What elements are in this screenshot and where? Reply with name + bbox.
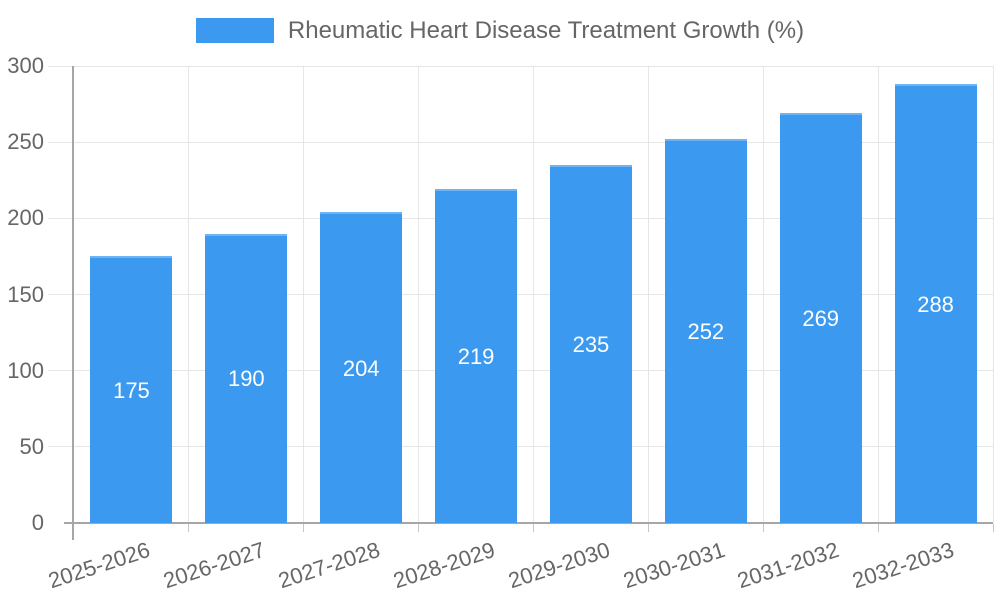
gridline-vertical: [303, 66, 305, 523]
bar[interactable]: 252: [664, 139, 747, 523]
y-tick-label: 50: [19, 433, 44, 459]
x-axis-tick: [533, 524, 534, 532]
legend-swatch: [195, 18, 274, 43]
bar-value-label: 288: [917, 291, 954, 317]
bar-value-label: 190: [227, 366, 265, 392]
x-tick-label: 2028-2029: [389, 537, 498, 594]
bar[interactable]: 219: [435, 189, 518, 523]
y-axis-line: [72, 66, 74, 540]
gridline-horizontal: [48, 217, 993, 219]
bar-value-label: 235: [572, 332, 610, 357]
y-tick-label: 0: [31, 510, 44, 535]
x-tick-label: 2026-2027: [160, 537, 269, 594]
x-axis-tick: [188, 524, 190, 532]
y-tick-label: 100: [7, 357, 44, 383]
x-tick-label: 2032-2033: [849, 537, 958, 594]
gridline-horizontal: [48, 141, 993, 143]
x-tick-label: 2029-2030: [504, 537, 613, 594]
x-tick-label: 2030-2031: [619, 537, 728, 594]
bar[interactable]: 269: [779, 113, 862, 523]
x-axis-tick: [877, 524, 879, 532]
gridline-horizontal: [48, 294, 993, 295]
x-axis-tick: [303, 524, 305, 532]
bar[interactable]: 235: [549, 165, 632, 523]
gridline-vertical: [418, 66, 420, 523]
gridline-vertical: [188, 66, 190, 523]
x-axis-tick: [418, 524, 420, 532]
x-tick-label: 2031-2032: [734, 537, 843, 594]
bar-value-label: 175: [113, 377, 150, 403]
bar[interactable]: 204: [320, 212, 403, 523]
x-axis-line: [64, 522, 993, 524]
gridline-vertical: [762, 66, 764, 523]
x-tick-label: 2025-2026: [45, 537, 154, 594]
gridline-vertical: [992, 66, 994, 523]
bar-value-label: 204: [342, 355, 380, 381]
bar-value-label: 252: [687, 319, 725, 345]
x-axis-tick: [647, 524, 649, 532]
x-axis-tick: [762, 524, 764, 532]
y-tick-label: 150: [7, 281, 44, 307]
gridline-horizontal: [48, 446, 993, 448]
y-tick-label: 300: [7, 53, 44, 78]
bar[interactable]: 190: [205, 233, 288, 523]
x-tick-label: 2027-2028: [275, 537, 383, 594]
x-axis-tick: [992, 524, 994, 532]
gridline-vertical: [647, 66, 649, 523]
gridline-horizontal: [48, 370, 993, 372]
y-tick-label: 200: [7, 205, 44, 231]
gridline-vertical: [877, 66, 879, 523]
bar[interactable]: 175: [90, 256, 173, 523]
gridline-vertical: [533, 66, 534, 523]
bar-value-label: 269: [802, 306, 840, 332]
bar-value-label: 219: [457, 344, 495, 370]
bar[interactable]: 288: [894, 84, 977, 523]
gridline-horizontal: [48, 65, 993, 67]
legend-label: Rheumatic Heart Disease Treatment Growth…: [287, 17, 805, 44]
y-tick-label: 250: [7, 129, 44, 155]
legend-item[interactable]: Rheumatic Heart Disease Treatment Growth…: [0, 18, 1000, 43]
